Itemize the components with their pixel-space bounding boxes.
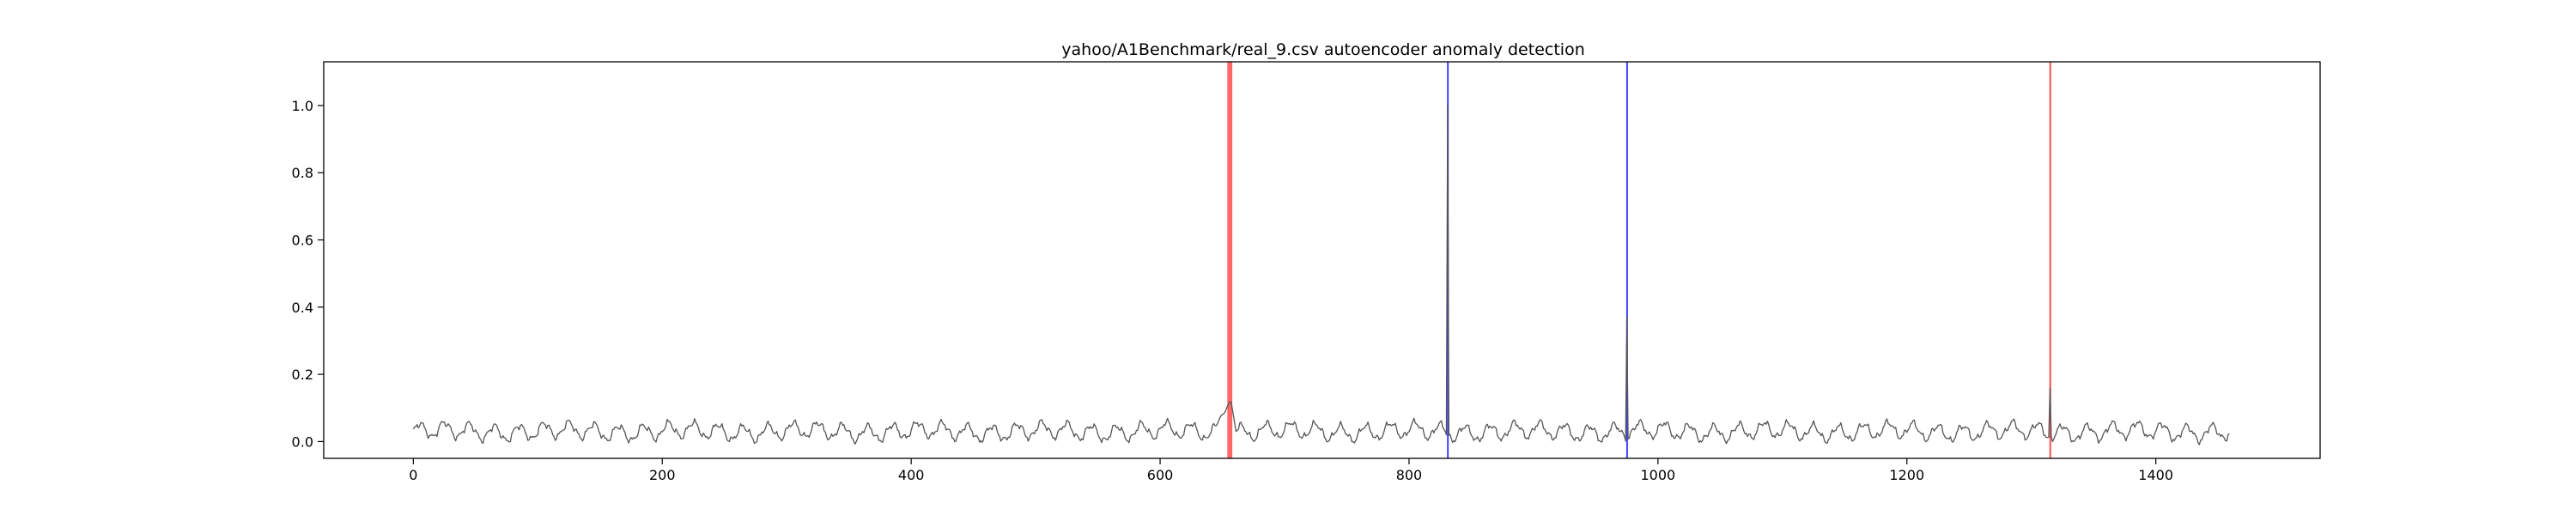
x-tick-label: 200 (649, 467, 676, 483)
y-tick-label: 1.0 (292, 98, 313, 114)
anomaly-band (1625, 62, 1628, 458)
x-tick-label: 800 (1396, 467, 1423, 483)
y-tick-label: 0.6 (292, 233, 313, 249)
anomaly-band (1227, 62, 1233, 458)
chart-title: yahoo/A1Benchmark/real_9.csv autoencoder… (1061, 40, 1584, 59)
x-tick-label: 0 (409, 467, 417, 483)
anomaly-band (2049, 62, 2051, 458)
series-line (412, 105, 2230, 445)
x-tick-label: 400 (898, 467, 925, 483)
y-tick-label: 0.4 (292, 300, 313, 316)
x-tick-label: 1000 (1641, 467, 1676, 483)
x-axis: 0 200 400 600 800 1000 1200 1400 (409, 458, 2173, 483)
plot-frame (323, 61, 2321, 459)
x-tick-label: 1400 (2138, 467, 2173, 483)
y-tick-label: 0.2 (292, 367, 313, 383)
y-tick-label: 0.8 (292, 165, 313, 181)
y-tick-label: 0.0 (292, 433, 313, 450)
x-tick-label: 600 (1147, 467, 1174, 483)
series-layer (412, 105, 2230, 445)
y-axis: 0.0 0.2 0.4 0.6 0.8 1.0 (292, 98, 324, 450)
x-tick-label: 1200 (1889, 467, 1924, 483)
